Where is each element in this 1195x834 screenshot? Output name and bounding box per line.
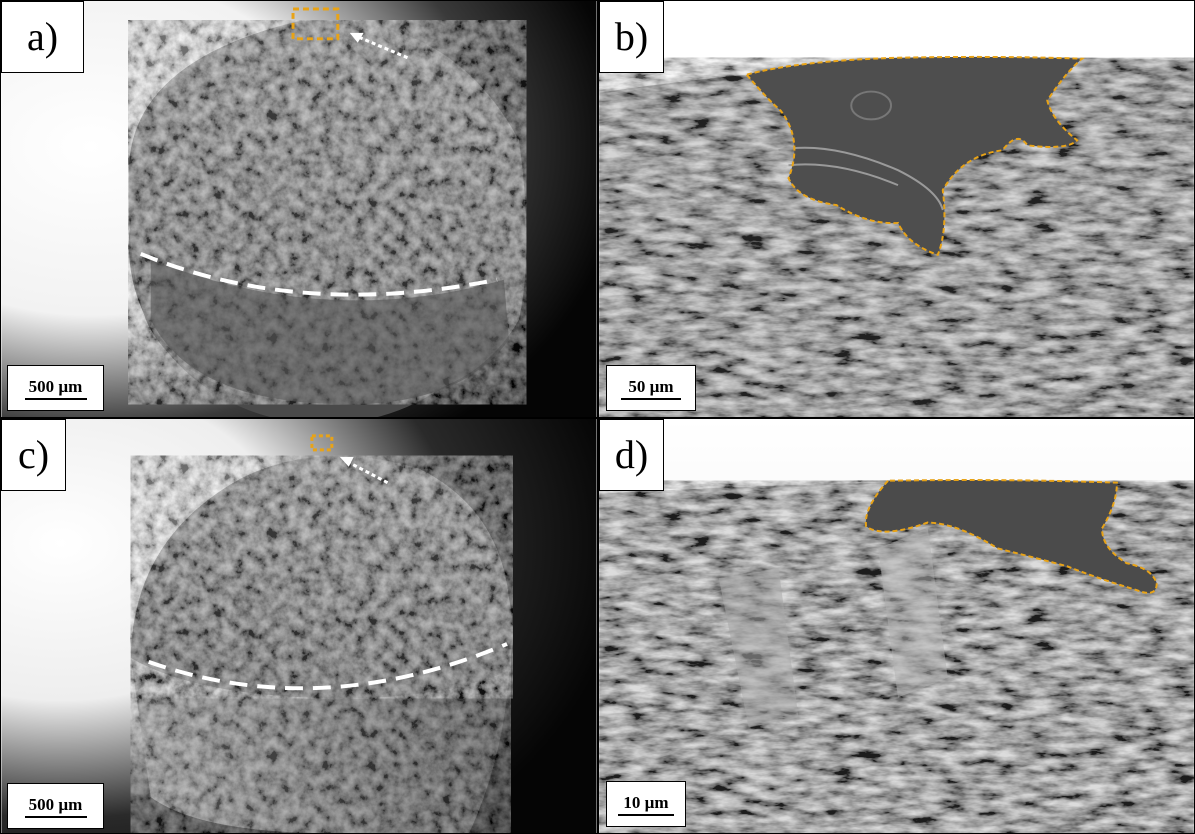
scale-bar-a: 500 µm <box>7 365 104 411</box>
panel-b: b) 50 µm <box>598 0 1195 418</box>
fracture-image-c <box>1 419 597 833</box>
highlight-box-c <box>310 434 334 452</box>
scale-label-c: 500 µm <box>28 794 83 814</box>
panel-a: a) 500 µm <box>0 0 598 418</box>
inclusion-outline-b <box>744 55 1085 257</box>
scale-line-a <box>24 397 87 400</box>
boundary-line-c <box>148 642 508 691</box>
scale-label-a: 500 µm <box>28 376 83 396</box>
arrow-a <box>355 34 409 60</box>
panel-label-a: a) <box>1 1 84 73</box>
scale-bar-c: 500 µm <box>7 783 104 829</box>
scale-bar-d: 10 µm <box>606 781 686 827</box>
scale-bar-b: 50 µm <box>606 365 696 411</box>
inclusion-outline-d <box>864 479 1158 594</box>
panel-d: d) 10 µm <box>598 418 1195 834</box>
panel-label-d: d) <box>599 419 664 491</box>
arrow-c <box>345 459 389 485</box>
fracture-image-a <box>1 1 597 417</box>
panel-label-c: c) <box>1 419 66 491</box>
scale-line-c <box>24 815 87 818</box>
scale-line-d <box>618 813 674 816</box>
scale-line-b <box>621 397 681 400</box>
scale-label-b: 50 µm <box>628 376 674 396</box>
fracture-image-d <box>599 419 1194 833</box>
panel-label-b: b) <box>599 1 664 73</box>
inclusion-region-b <box>746 56 1083 255</box>
scale-label-d: 10 µm <box>623 792 669 812</box>
fracture-image-b <box>599 1 1194 417</box>
inclusion-region-d <box>865 480 1157 593</box>
panel-c: c) 500 µm <box>0 418 598 834</box>
boundary-line-a <box>140 251 498 297</box>
highlight-box-a <box>291 7 340 41</box>
